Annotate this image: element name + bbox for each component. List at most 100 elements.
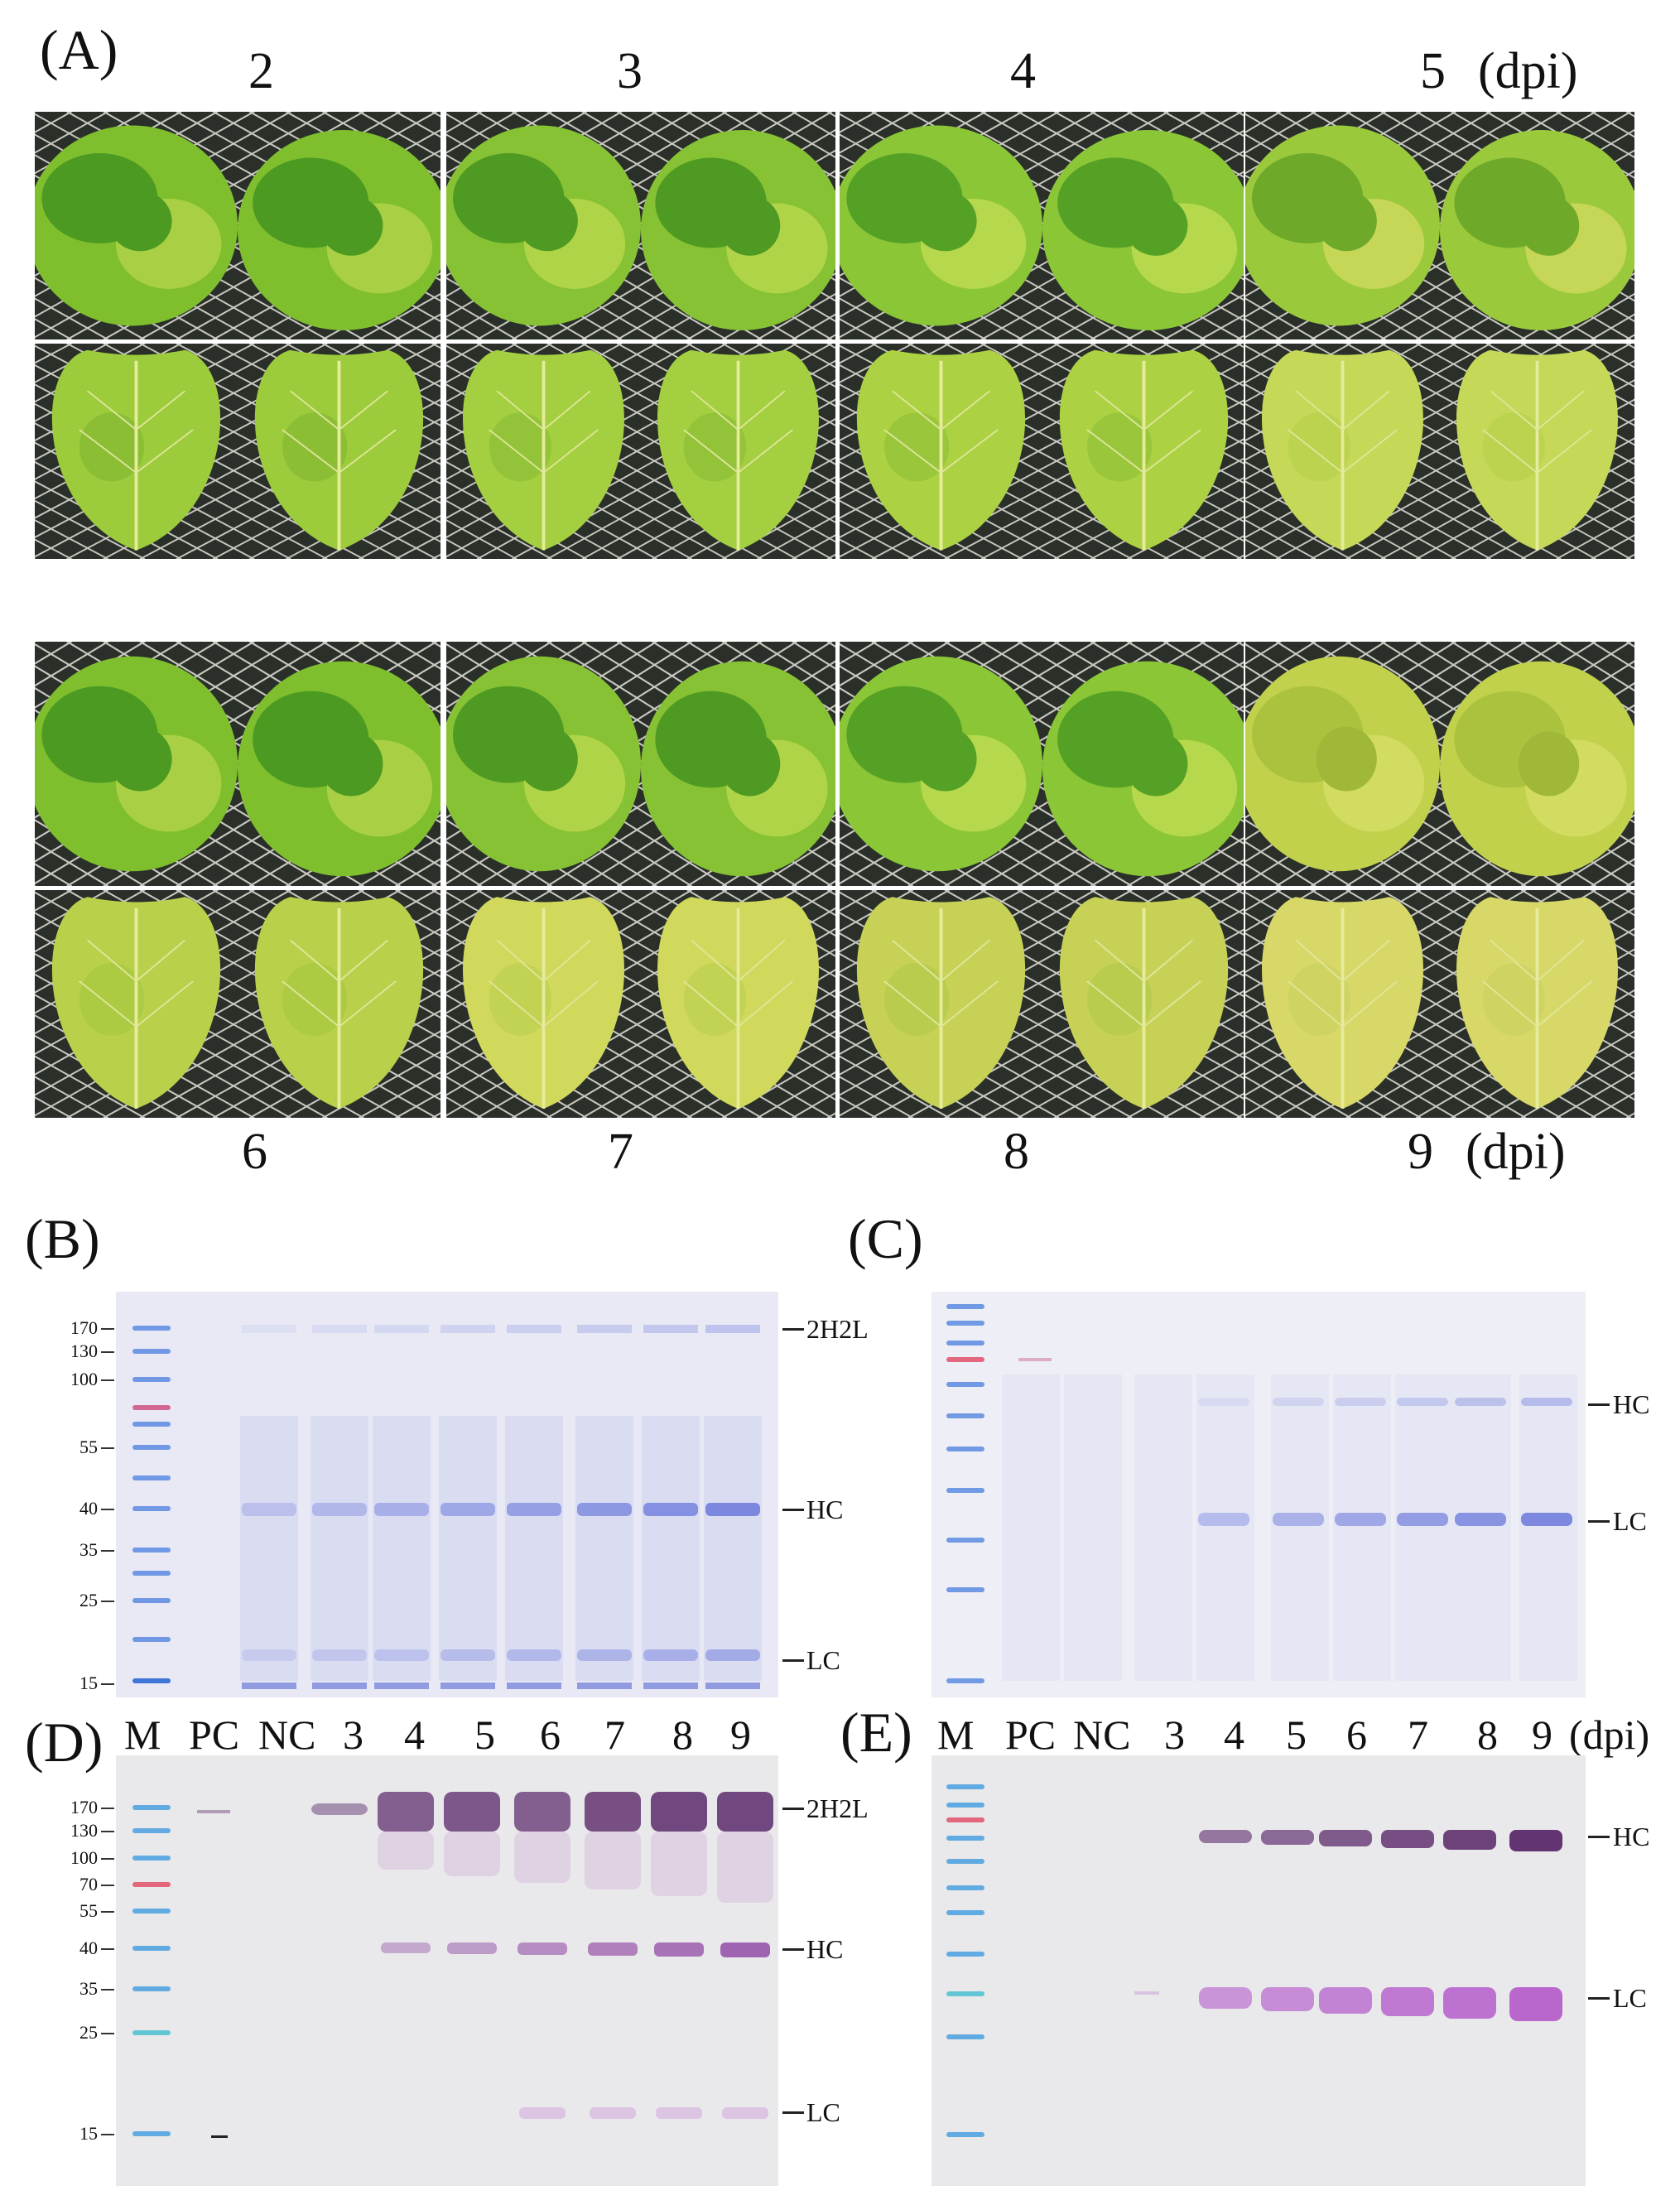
lane-smear — [1002, 1374, 1060, 1681]
leaf-photo — [33, 888, 442, 1119]
smear — [651, 1832, 707, 1896]
marker-band — [946, 1803, 984, 1808]
gel-d-mw-tick — [101, 1831, 114, 1832]
lane-smear — [1196, 1374, 1254, 1681]
band-hc — [312, 1503, 367, 1516]
band-hc — [588, 1942, 638, 1956]
day-label-2: 2 — [248, 43, 274, 99]
band-lc — [374, 1649, 429, 1661]
band-hc — [447, 1942, 497, 1954]
panel-c-letter: (C) — [848, 1207, 923, 1270]
band-label-c-lc: LC — [1613, 1506, 1647, 1536]
marker-band — [132, 2131, 171, 2136]
gel-d-mw-tick — [101, 1808, 114, 1809]
plant-photo — [445, 640, 837, 888]
marker-band — [132, 1856, 171, 1861]
band-dash-c-lc — [1588, 1520, 1610, 1523]
band-hc — [1455, 1398, 1506, 1406]
day-label-5: 5 — [1420, 43, 1446, 99]
band-2h2l — [577, 1325, 632, 1333]
marker-band — [946, 1304, 984, 1309]
band-dash-d-lc — [782, 2111, 804, 2114]
lane-smear — [1134, 1374, 1192, 1681]
band-2h2l — [514, 1792, 570, 1832]
dye-front — [507, 1682, 561, 1689]
band-dash-b-2h2l — [782, 1328, 804, 1331]
western-blot-e — [931, 1755, 1586, 2186]
band-hc — [440, 1503, 495, 1516]
pc-band — [197, 1810, 230, 1813]
gel-d-mw-label: 15 — [79, 2123, 98, 2144]
band-hc — [1319, 1830, 1372, 1846]
pc-band-lc — [211, 2135, 228, 2138]
gel-d-mw-tick — [101, 1911, 114, 1913]
blot-e-lane-label: 6 — [1346, 1711, 1367, 1758]
panel-a-letter: (A) — [40, 18, 118, 81]
blot-d-lane-label: PC — [189, 1711, 240, 1758]
band-label-b-lc: LC — [806, 1645, 840, 1675]
marker-band — [132, 1377, 171, 1382]
marker-band — [946, 1382, 984, 1387]
lane-unit-e: (dpi) — [1569, 1711, 1650, 1758]
plant-photo — [33, 640, 442, 888]
lane-smear — [1519, 1374, 1577, 1681]
marker-band — [946, 1836, 984, 1841]
band-hc — [1335, 1398, 1386, 1406]
band-label-d-lc: LC — [806, 2097, 840, 2127]
band-2h2l — [440, 1325, 495, 1333]
band-hc — [1397, 1398, 1448, 1406]
gel-d-mw-label: 130 — [70, 1820, 98, 1841]
blot-e-lane-label: 4 — [1224, 1711, 1244, 1758]
band-lc — [519, 2107, 566, 2119]
marker-band — [132, 1405, 171, 1410]
marker-band — [946, 2132, 984, 2137]
marker-band — [132, 1828, 171, 1833]
marker-band — [132, 1506, 171, 1511]
band-lc — [722, 2107, 768, 2119]
marker-band — [132, 1882, 171, 1887]
marker-band — [946, 1910, 984, 1915]
blot-d-lane-label: 4 — [404, 1711, 425, 1758]
marker-band — [946, 1817, 984, 1822]
lane-smear — [505, 1416, 563, 1681]
lane-smear — [575, 1416, 633, 1681]
marker-band — [946, 1341, 984, 1346]
leaf-photo — [838, 342, 1247, 561]
band-lc — [1319, 1987, 1372, 2014]
marker-band — [946, 1488, 984, 1493]
marker-band — [132, 1909, 171, 1914]
gel-b-mw-label: 35 — [79, 1539, 98, 1560]
panel-b-letter: (B) — [25, 1207, 100, 1270]
dye-front — [643, 1682, 698, 1689]
band-hc — [1521, 1398, 1572, 1406]
blot-e-lane-label: 8 — [1477, 1711, 1498, 1758]
gel-d-mw-label: 70 — [79, 1874, 98, 1894]
pc-band — [1018, 1358, 1052, 1361]
marker-band — [946, 1321, 984, 1326]
marker-band — [946, 1357, 984, 1362]
marker-band — [946, 1885, 984, 1890]
band-lc — [242, 1649, 296, 1661]
band-dash-b-hc — [782, 1509, 804, 1511]
band-hc — [705, 1503, 760, 1516]
band-2h2l — [717, 1792, 773, 1832]
band-label-b-2h2l: 2H2L — [806, 1314, 869, 1344]
lane-smear — [310, 1416, 368, 1681]
gel-b-mw-label: 25 — [79, 1590, 98, 1610]
band-hc — [643, 1503, 698, 1516]
gel-b-mw-label: 40 — [79, 1498, 98, 1519]
marker-band — [132, 1805, 171, 1810]
band-lc — [440, 1649, 495, 1661]
blot-d-lane-label: 7 — [604, 1711, 625, 1758]
band-hc — [1199, 1830, 1252, 1843]
marker-band — [132, 1326, 171, 1331]
band-lc — [656, 2107, 702, 2119]
band-hc — [374, 1503, 429, 1516]
gel-d-mw-tick — [101, 2033, 114, 2034]
lane-smear — [240, 1416, 298, 1681]
marker-band — [946, 1991, 984, 1996]
marker-band — [132, 1598, 171, 1603]
gel-d-mw-tick — [101, 2134, 114, 2135]
day-label-9: 9 — [1408, 1124, 1433, 1180]
gel-d-mw-tick — [101, 1858, 114, 1860]
